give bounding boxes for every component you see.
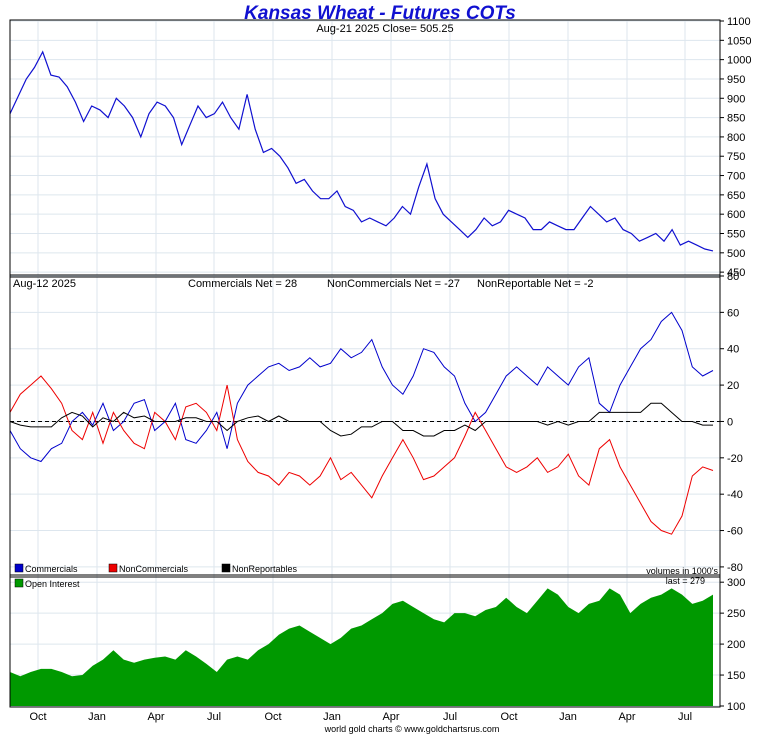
month-tick-label: Apr bbox=[618, 711, 635, 723]
y-tick-label: -40 bbox=[727, 489, 743, 501]
y-tick-label: 100 bbox=[727, 701, 745, 713]
y-tick-label: 0 bbox=[727, 416, 733, 428]
y-tick-label: 60 bbox=[727, 307, 739, 319]
y-tick-label: 500 bbox=[727, 248, 745, 260]
y-tick-label: 80 bbox=[727, 271, 739, 283]
chart-subtitle: Aug-21 2025 Close= 505.25 bbox=[316, 23, 453, 35]
y-tick-label: 950 bbox=[727, 74, 745, 86]
y-tick-label: -60 bbox=[727, 526, 743, 538]
legend-nonreportables-swatch bbox=[221, 563, 231, 573]
y-tick-label: 1050 bbox=[727, 35, 751, 47]
month-tick-label: Oct bbox=[29, 711, 46, 723]
y-tick-label: 800 bbox=[727, 132, 745, 144]
y-tick-label: 1000 bbox=[727, 55, 751, 67]
commercials-net-label: Commercials Net = 28 bbox=[188, 278, 297, 290]
y-tick-label: 850 bbox=[727, 113, 745, 125]
month-tick-label: Oct bbox=[264, 711, 281, 723]
month-tick-label: Apr bbox=[147, 711, 164, 723]
y-tick-label: 750 bbox=[727, 151, 745, 163]
month-tick-label: Jan bbox=[323, 711, 341, 723]
oi-panel-frame bbox=[9, 574, 721, 708]
y-tick-label: 150 bbox=[727, 670, 745, 682]
noncommercials-net-label: NonCommercials Net = -27 bbox=[327, 278, 460, 290]
nonreportables-line bbox=[9, 402, 713, 437]
y-tick-label: 300 bbox=[727, 577, 745, 589]
y-tick-label: 1100 bbox=[727, 16, 751, 28]
legend-noncommercials-swatch bbox=[108, 563, 118, 573]
month-tick-label: Jul bbox=[678, 711, 692, 723]
cot-panel-frame bbox=[9, 274, 721, 578]
y-tick-label: 550 bbox=[727, 229, 745, 241]
nonreportable-net-label: NonReportable Net = -2 bbox=[477, 278, 593, 290]
month-tick-label: Jan bbox=[88, 711, 106, 723]
month-tick-label: Oct bbox=[500, 711, 517, 723]
y-tick-label: 700 bbox=[727, 171, 745, 183]
legend-open-interest: Open Interest bbox=[25, 579, 80, 589]
open-interest-area bbox=[10, 588, 713, 706]
y-tick-label: 900 bbox=[727, 93, 745, 105]
month-tick-label: Jan bbox=[559, 711, 577, 723]
y-tick-label: 650 bbox=[727, 190, 745, 202]
oi-last-label: last = 279 bbox=[666, 576, 705, 586]
month-tick-label: Jul bbox=[207, 711, 221, 723]
units-note: volumes in 1000's bbox=[646, 566, 718, 576]
y-tick-label: 250 bbox=[727, 608, 745, 620]
legend-noncommercials: NonCommercials bbox=[119, 564, 189, 574]
noncommercials-line bbox=[9, 375, 714, 535]
footer-credit: world gold charts © www.goldchartsrus.co… bbox=[324, 724, 500, 734]
y-tick-label: 40 bbox=[727, 344, 739, 356]
data-layer bbox=[9, 50, 720, 706]
price-panel-frame bbox=[9, 19, 721, 278]
y-tick-label: 450 bbox=[727, 267, 745, 279]
legend-open-interest-swatch bbox=[14, 578, 24, 588]
legend-commercials: Commercials bbox=[25, 564, 78, 574]
grid-layer bbox=[10, 20, 720, 707]
legend-commercials-swatch bbox=[14, 563, 24, 573]
price-line bbox=[9, 50, 714, 252]
month-tick-label: Jul bbox=[443, 711, 457, 723]
chart-title: Kansas Wheat - Futures COTs bbox=[244, 3, 516, 24]
axis-layer: Oct Jan Apr Jul Oct Jan Apr Jul Oct Jan Apr Jul 450 5… bbox=[29, 16, 751, 723]
y-tick-label: 20 bbox=[727, 380, 739, 392]
y-tick-label: -20 bbox=[727, 453, 743, 465]
y-tick-label: -80 bbox=[727, 562, 743, 574]
month-tick-label: Apr bbox=[382, 711, 399, 723]
legend-nonreportables: NonReportables bbox=[232, 564, 298, 574]
commercials-line bbox=[9, 311, 714, 463]
cot-date: Aug-12 2025 bbox=[13, 278, 76, 290]
y-tick-label: 200 bbox=[727, 639, 745, 651]
y-tick-label: 600 bbox=[727, 209, 745, 221]
